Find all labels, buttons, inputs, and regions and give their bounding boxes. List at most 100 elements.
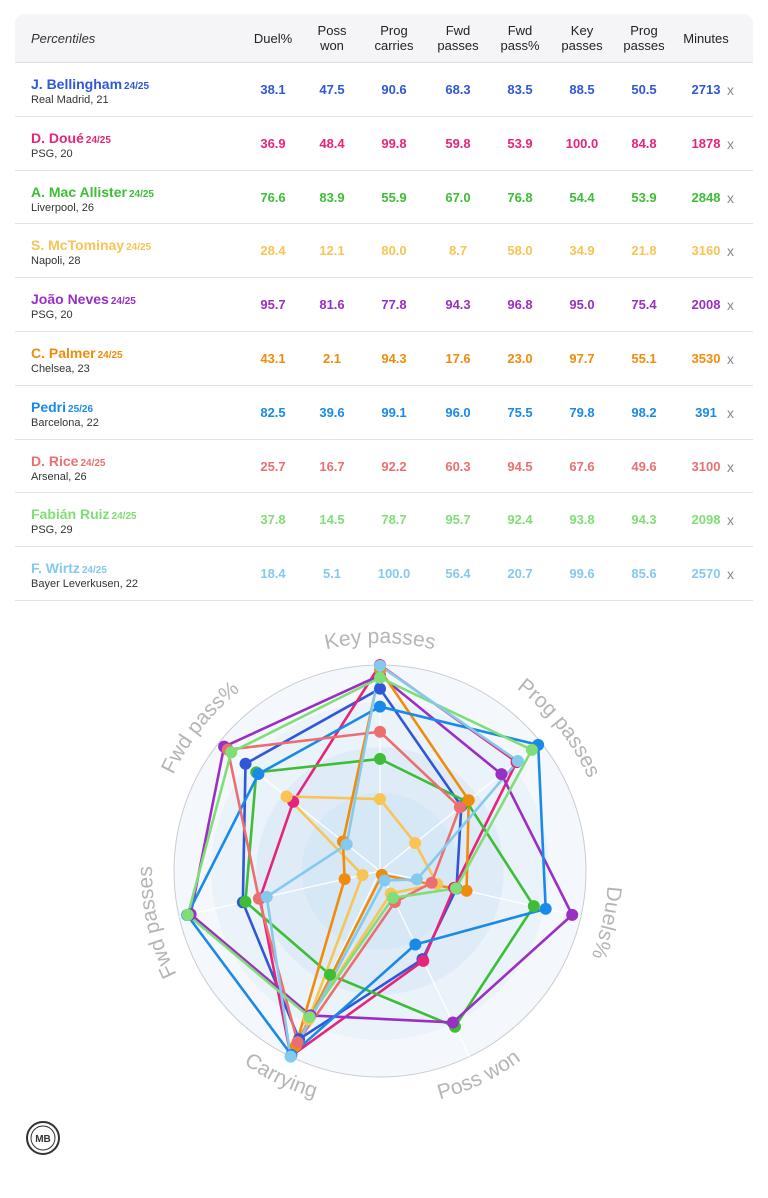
player-name-text: João Neves — [31, 291, 109, 308]
radar-point — [527, 900, 540, 913]
stat-cell: 2570 — [691, 566, 721, 582]
stat-cell: 48.4 — [319, 135, 345, 151]
stat-cell: 95.7 — [260, 297, 286, 313]
player-season: 24/25 — [85, 134, 111, 146]
radar-point — [340, 838, 353, 851]
stat-cell: 67.0 — [445, 189, 471, 205]
column-header[interactable]: Minutes — [676, 31, 736, 46]
radar-point — [378, 874, 391, 887]
stat-cell: 96.0 — [445, 404, 471, 420]
player-name-text: Pedri — [31, 398, 67, 415]
player-season: 24/25 — [124, 81, 150, 92]
stat-cell: 28.4 — [260, 243, 286, 259]
column-header-line2: passes — [437, 38, 479, 53]
stat-cell: 21.8 — [631, 243, 657, 259]
radar-point — [386, 891, 399, 904]
logo-text: MB — [35, 1134, 51, 1145]
stat-cell: 2.1 — [322, 350, 342, 366]
stat-cell: 92.2 — [381, 458, 407, 474]
mb-logo-icon: MB — [26, 1121, 60, 1155]
radar-point — [374, 752, 386, 765]
stat-cell: 80.0 — [381, 243, 407, 259]
remove-player-button[interactable]: x — [727, 350, 734, 367]
remove-player-button[interactable]: x — [727, 135, 734, 152]
player-name: Fabián Ruiz 24/25 — [31, 506, 137, 522]
radar-point — [511, 755, 524, 768]
player-row: S. McTominay 24/25 Napoli, 28 28.4 12.1 80.0 8… — [15, 224, 753, 279]
remove-player-button[interactable]: x — [727, 458, 734, 475]
remove-player-button[interactable]: x — [727, 297, 734, 314]
stat-cell: 99.6 — [569, 566, 595, 582]
stat-cell: 67.6 — [569, 458, 595, 474]
column-header[interactable]: Prog passes — [614, 23, 674, 53]
stat-cell: 95.0 — [569, 297, 595, 313]
player-name-text: D. Doué — [31, 129, 84, 146]
stat-cell: 3530 — [691, 350, 721, 366]
player-club-age: Napoli, 28 — [31, 255, 81, 268]
stat-cell: 75.5 — [507, 404, 533, 420]
stat-cell: 2848 — [691, 189, 721, 205]
radar-point — [252, 768, 265, 781]
radar-point — [409, 837, 422, 850]
radar-point — [284, 1050, 297, 1063]
radar-point — [303, 1011, 316, 1024]
remove-player-button[interactable]: x — [727, 566, 734, 583]
player-season: 24/25 — [126, 242, 152, 254]
column-header[interactable]: Key passes — [552, 23, 612, 53]
axis-label-text: Key passes — [322, 625, 437, 654]
player-name: A. Mac Allister 24/25 — [31, 184, 154, 200]
stat-cell: 78.7 — [381, 512, 407, 528]
radar-point — [566, 908, 579, 921]
radar-point — [425, 876, 438, 889]
stat-cell: 8.7 — [448, 243, 468, 259]
remove-player-button[interactable]: x — [727, 512, 734, 529]
player-name-text: F. Wirtz — [31, 560, 80, 577]
stat-cell: 23.0 — [507, 350, 533, 366]
player-row: C. Palmer 24/25 Chelsea, 23 43.1 2.1 94.3 17.6… — [15, 332, 753, 386]
stat-cell: 54.4 — [569, 189, 595, 205]
column-header[interactable]: Prog carries — [364, 23, 424, 53]
player-name-text: J. Bellingham — [31, 76, 123, 92]
stat-cell: 100.0 — [565, 135, 599, 151]
column-header[interactable]: Duel% — [243, 31, 303, 46]
column-header-line2: passes — [561, 38, 603, 53]
column-header-line1: Fwd — [445, 23, 471, 38]
stat-cell: 43.1 — [260, 350, 286, 366]
column-header-line1: Prog — [630, 23, 658, 38]
column-header-line1: Minutes — [683, 31, 729, 46]
player-name: D. Rice 24/25 — [31, 453, 106, 469]
player-row: D. Rice 24/25 Arsenal, 26 25.7 16.7 92.2 60.3 9… — [15, 440, 753, 494]
player-name: João Neves 24/25 — [31, 291, 136, 307]
remove-player-button[interactable]: x — [727, 404, 734, 421]
player-club-age: PSG, 29 — [31, 524, 73, 537]
stat-cell: 3100 — [691, 458, 721, 474]
remove-player-button[interactable]: x — [727, 243, 734, 260]
player-season: 24/25 — [128, 188, 154, 200]
stat-cell: 1878 — [691, 135, 721, 151]
stat-cell: 49.6 — [631, 458, 657, 474]
radar-point — [539, 902, 552, 915]
radar-series-line — [226, 730, 462, 1044]
column-header[interactable]: Poss won — [302, 23, 362, 53]
stat-cell: 60.3 — [445, 458, 471, 474]
stat-cell: 96.8 — [507, 297, 533, 313]
player-club-age: PSG, 20 — [31, 147, 73, 160]
stat-cell: 84.8 — [631, 135, 657, 151]
radar-series-line — [189, 673, 574, 1024]
radar-point — [449, 882, 462, 895]
stat-cell: 59.8 — [445, 135, 471, 151]
player-row: A. Mac Allister 24/25 Liverpool, 26 76.6 83.… — [15, 171, 753, 225]
stat-cell: 17.6 — [445, 350, 471, 366]
remove-player-button[interactable]: x — [727, 82, 734, 98]
column-header[interactable]: Fwd passes — [428, 23, 488, 53]
radar-point — [462, 794, 475, 807]
stat-cell: 98.2 — [631, 404, 657, 420]
column-header-line1: Duel% — [253, 31, 293, 46]
player-season: 24/25 — [111, 511, 137, 523]
column-header[interactable]: Fwd pass% — [490, 23, 550, 53]
stat-cell: 94.3 — [445, 297, 471, 313]
radar-series-line — [244, 757, 536, 1029]
remove-player-button[interactable]: x — [727, 189, 734, 206]
stat-cell: 34.9 — [569, 243, 595, 259]
